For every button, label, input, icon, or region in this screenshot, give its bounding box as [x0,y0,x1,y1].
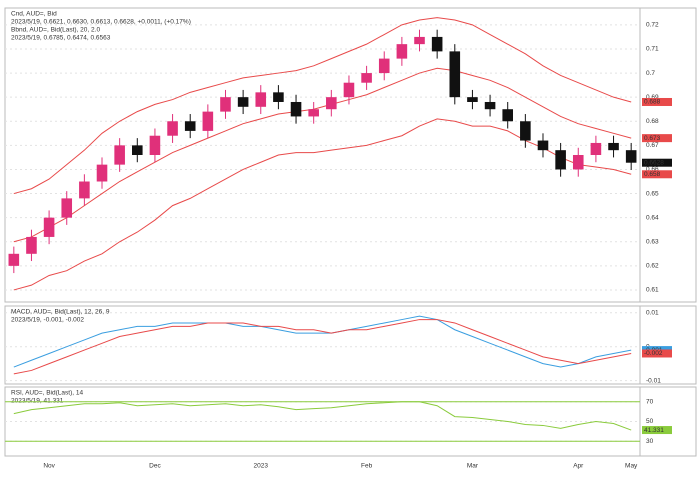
candle-body [555,150,566,170]
candle-body [502,109,513,122]
candle-body [167,121,178,136]
y-tick-label: 50 [646,418,654,425]
candle-body [61,198,73,218]
x-tick-label: Dec [149,463,161,470]
legend-text: RSI, AUD=, Bid(Last), 14 [11,390,83,397]
candle-body [590,142,602,155]
legend-text: 2023/5/19, 41.331 [11,398,64,405]
candle-body [26,236,37,254]
y-tick-label: 0.61 [646,287,659,294]
candle-body [114,145,125,165]
candle-body [8,253,20,266]
y-tick-label: -0.01 [646,377,661,384]
candle-body [96,164,108,182]
y-tick-label: 0.71 [646,46,659,53]
last-value-box [642,426,672,435]
y-tick-label: 0.01 [646,310,659,317]
series-line [13,315,632,368]
x-tick-label: May [625,463,638,470]
candle-body [184,121,196,131]
y-tick-label: 0.67 [646,142,659,149]
candle-body [520,121,531,141]
x-tick-label: Mar [467,463,479,470]
candle-body [149,135,161,155]
last-value-label: -0.002 [644,350,663,357]
last-value-label: 0.688 [644,99,661,106]
x-tick-label: Feb [361,463,373,470]
candle-body [273,92,284,102]
candle-body [220,97,231,112]
legend-text: Bbnd, AUD=, Bid(Last), 20, 2.0 [11,27,100,34]
legend-text: 2023/5/19, 0.6621, 0.6630, 0.6613, 0.662… [11,19,191,26]
last-value-label: 0.658 [644,171,661,178]
series-line [13,17,632,195]
candle-body [237,97,249,107]
candle-body [79,181,90,199]
candle-body [449,51,461,98]
last-value-box [642,134,672,143]
y-tick-label: 0.66 [646,166,659,173]
candle-body [132,145,143,155]
last-price-label: 0.6628 [644,159,664,166]
y-tick-label: 0.68 [646,118,659,125]
series-line [13,67,632,243]
y-tick-label: 30 [646,438,654,445]
candle-body [625,150,637,163]
candle-body [255,92,267,107]
y-tick-label: 0.72 [646,22,659,29]
y-tick-label: 0.7 [646,70,655,77]
candle-body [572,155,584,170]
candle-body [361,73,372,83]
y-tick-label: 0.64 [646,214,659,221]
x-tick-label: Apr [573,463,584,470]
candle-body [431,36,443,52]
candle-body [396,44,408,59]
y-tick-label: 0.65 [646,190,659,197]
legend-text: Cnd, AUD=, Bid [11,11,57,18]
y-tick-label: 0.62 [646,263,659,270]
candle-body [537,140,549,151]
legend-text: MACD, AUD=, Bid(Last), 12, 26, 9 [11,309,110,316]
candle-body [43,217,55,237]
y-tick-label: 0.69 [646,94,659,101]
candle-body [308,109,319,117]
candle-body [467,97,478,102]
candle-body [378,58,390,74]
candle-body [326,97,337,110]
series-line [13,118,632,291]
panel-frame [4,7,697,303]
candle-body [414,36,425,45]
y-tick-label: 70 [646,399,654,406]
legend-text: 2023/5/19, 0.6785, 0.6474, 0.6563 [11,35,111,42]
last-price-box [642,158,672,167]
candle-body [484,101,496,110]
x-tick-label: 2023 [254,463,269,470]
y-tick-label: 0.63 [646,238,659,245]
series-line [13,319,632,375]
last-value-box [642,97,672,106]
series-line [13,401,632,431]
panel-frame [4,305,697,385]
last-value-box [642,170,672,179]
last-value-label: 41.331 [644,427,664,434]
last-value-box [642,349,672,358]
legend-text: 2023/5/19, -0.001, -0.002 [11,317,84,324]
candle-body [290,101,302,117]
last-value-label: 0.673 [644,135,661,142]
candle-body [202,111,214,131]
candle-body [608,142,619,151]
x-tick-label: Nov [43,463,55,470]
candle-body [343,82,355,98]
